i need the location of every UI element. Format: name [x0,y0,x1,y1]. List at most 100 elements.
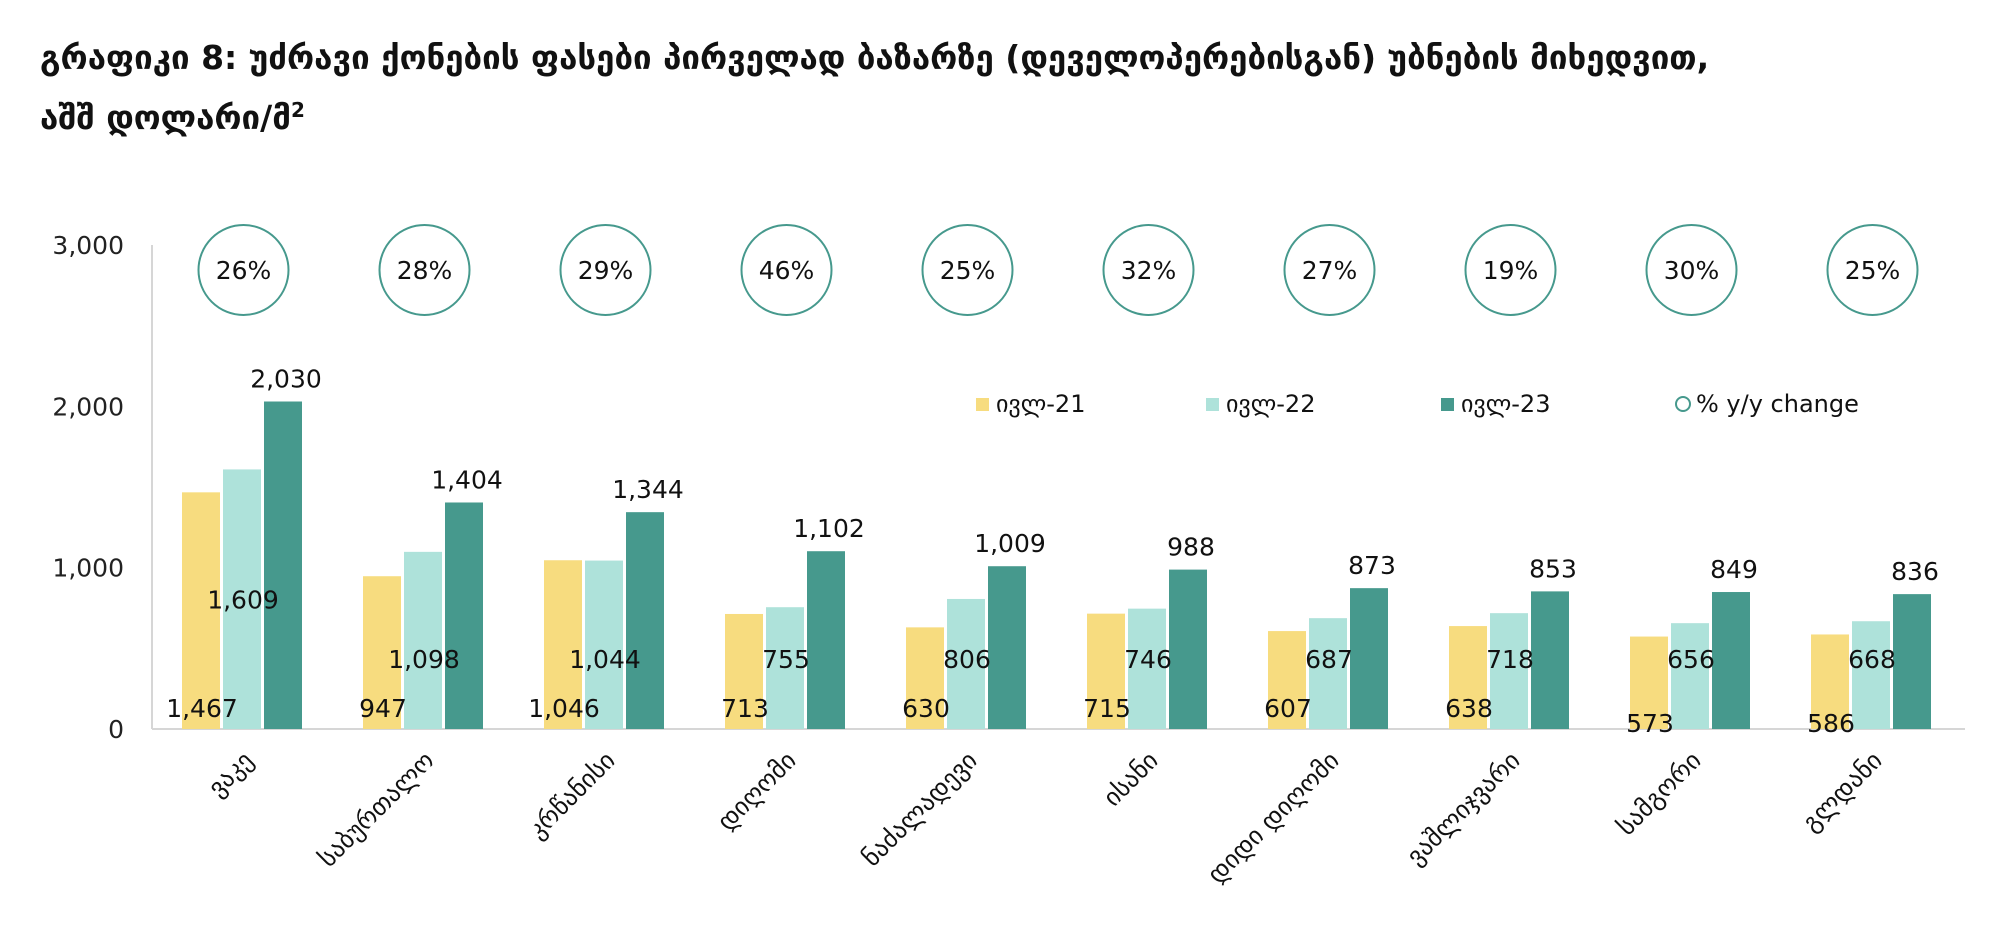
data-label-jul21: 586 [1807,709,1855,738]
data-label-jul23: 1,102 [793,514,865,543]
yoy-label: 27% [1302,256,1358,285]
chart-legend: ივლ-21 ივლ-22 ივლ-23 % y/y change [976,390,1859,418]
yoy-label: 29% [578,256,634,285]
yoy-label: 26% [216,256,272,285]
data-label-jul22: 746 [1124,645,1172,674]
bar-2-2 [404,551,442,729]
bar-3-6 [1169,569,1207,729]
data-label-jul21: 607 [1264,694,1312,723]
data-label-jul23: 873 [1348,551,1396,580]
bar-1-3 [544,560,582,729]
bar-2-1 [223,469,261,729]
bar-2-8 [1490,613,1528,729]
bar-2-7 [1309,618,1347,729]
yoy-label: 30% [1664,256,1720,285]
yoy-label: 25% [1845,256,1901,285]
legend-swatch-1 [976,398,989,411]
yoy-circle [1826,224,1919,316]
category-label: გლდანი [1796,746,1887,837]
y-tick-label: 0 [108,715,124,744]
yoy-circle [1464,224,1557,316]
data-label-jul23: 849 [1710,555,1758,584]
bar-2-4 [766,607,804,729]
bar-1-5 [906,627,944,729]
bar-2-10 [1852,621,1890,729]
data-label-jul21: 573 [1626,709,1674,738]
yoy-circle [1102,224,1195,316]
data-label-jul22: 1,044 [569,645,641,674]
bar-2-6 [1128,608,1166,729]
data-label-jul23: 1,009 [974,529,1046,558]
yoy-circle [1645,224,1738,316]
yoy-circle [740,224,833,316]
category-label: ისანი [1097,746,1163,812]
data-label-jul21: 947 [359,694,407,723]
bar-2-9 [1671,623,1709,729]
category-label: დიღომი [711,746,801,836]
bar-1-4 [725,613,763,729]
bar-1-2 [363,576,401,729]
yoy-label: 32% [1121,256,1177,285]
bar-2-3 [585,560,623,729]
legend-circle-icon [1675,396,1691,412]
chart-title: გრაფიკი 8: უძრავი ქონების ფასები პირველა… [40,32,1970,144]
bar-3-8 [1531,591,1569,729]
yoy-label: 25% [940,256,996,285]
yoy-circle [197,224,290,316]
bar-1-10 [1811,634,1849,729]
data-label-jul21: 638 [1445,694,1493,723]
yoy-circle [921,224,1014,316]
chart-bars: 1,467 1,609 2,030 947 1,098 1,404 1,046 1,044 1,… [166,364,1939,738]
data-label-jul22: 755 [762,645,810,674]
data-label-jul21: 715 [1083,694,1131,723]
data-label-jul22: 656 [1667,645,1715,674]
data-label-jul22: 668 [1848,645,1896,674]
yoy-circle [559,224,652,316]
data-label-jul22: 718 [1486,645,1534,674]
legend-swatch-3 [1441,398,1454,411]
bar-1-8 [1449,626,1487,729]
legend-label-3: ივლ-23 [1461,390,1550,418]
data-label-jul23: 1,404 [431,465,503,494]
bar-1-9 [1630,636,1668,729]
category-label: კრწანისი [522,746,620,844]
legend-label-1: ივლ-21 [996,390,1085,418]
bar-3-9 [1712,592,1750,729]
data-label-jul22: 806 [943,645,991,674]
legend-label-yoy: % y/y change [1696,390,1859,418]
bar-3-3 [626,512,664,729]
legend-label-2: ივლ-22 [1226,390,1315,418]
yoy-change-circles: 26% 28% 29% 46% 25% 32% 27% 19% 30% 25% [197,224,1919,316]
category-label: საბურთალო [313,746,440,873]
data-label-jul23: 1,344 [612,475,684,504]
yoy-circle [378,224,471,316]
legend-swatch-2 [1206,398,1219,411]
data-label-jul22: 687 [1305,645,1353,674]
chart-title-unit: აშშ დოლარი/მ [40,98,291,137]
bar-3-10 [1893,594,1931,729]
y-tick-label: 2,000 [52,392,124,421]
chart-axes: 0 1,000 2,000 3,000 ვაკე საბურთალო კრწანისი დიღ… [52,231,1965,889]
category-label: ვაშლიჯვარი [1401,746,1526,871]
yoy-label: 46% [759,256,815,285]
yoy-circle [1283,224,1376,316]
data-label-jul21: 713 [721,694,769,723]
data-label-jul21: 1,467 [166,694,238,723]
data-label-jul22: 1,609 [207,585,279,614]
data-label-jul23: 853 [1529,554,1577,583]
data-label-jul22: 1,098 [388,645,460,674]
bar-3-1 [264,401,302,729]
bar-1-7 [1268,631,1306,729]
data-label-jul23: 988 [1167,533,1215,562]
data-label-jul21: 1,046 [528,694,600,723]
y-tick-label: 3,000 [52,231,124,260]
bar-2-5 [947,598,985,729]
category-label: სამგორი [1611,746,1706,841]
bar-1-6 [1087,613,1125,729]
bar-3-7 [1350,588,1388,729]
yoy-label: 28% [397,256,453,285]
data-label-jul23: 2,030 [250,364,322,393]
chart-title-unit-sup: 2 [290,98,305,122]
category-label: ვაკე [202,746,259,803]
